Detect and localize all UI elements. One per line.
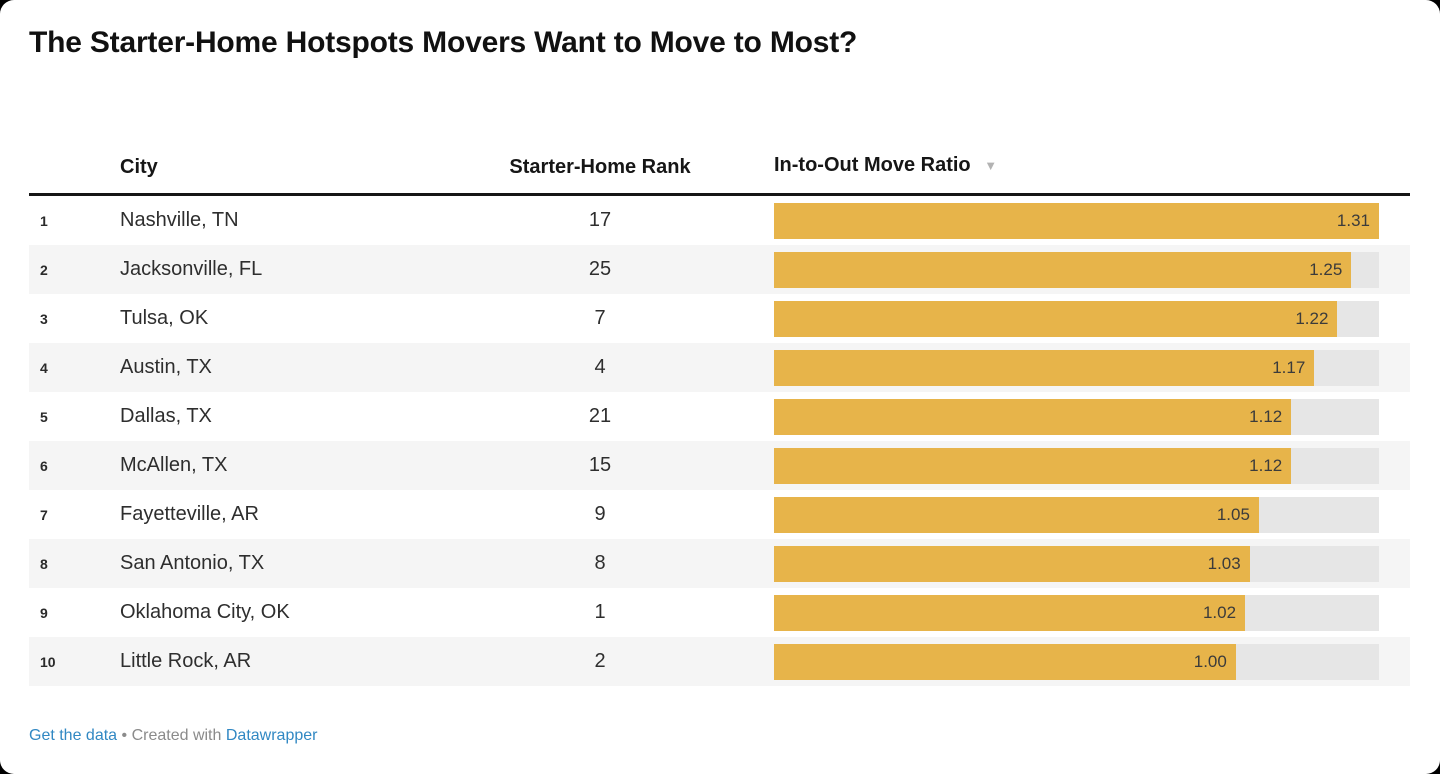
- table-row: 8 San Antonio, TX 8 1.03: [29, 539, 1410, 588]
- column-header-city[interactable]: City: [120, 156, 158, 178]
- table-body: 1 Nashville, TN 17 1.31 2 Jacksonville, …: [29, 196, 1410, 686]
- starter-home-rank-cell: 4: [594, 356, 606, 378]
- starter-home-rank-cell: 2: [594, 650, 606, 672]
- starter-home-rank-cell: 25: [588, 258, 612, 280]
- sort-descending-icon[interactable]: ▼: [984, 158, 998, 173]
- data-table: City Starter-Home Rank In-to-Out Move Ra…: [29, 62, 1410, 686]
- city-cell: Fayetteville, AR: [120, 503, 259, 525]
- column-header-starter-home-rank[interactable]: Starter-Home Rank: [450, 154, 750, 180]
- ratio-bar-cell: 1.17: [750, 349, 1410, 386]
- starter-home-rank-cell: 17: [588, 209, 612, 231]
- ratio-bar-cell: 1.02: [750, 594, 1410, 631]
- ratio-value-label: 1.00: [1193, 651, 1227, 671]
- created-with-text: Created with: [131, 727, 222, 744]
- city-cell: Oklahoma City, OK: [120, 601, 290, 623]
- row-rank-number: 7: [40, 506, 48, 523]
- starter-home-rank-cell: 7: [594, 307, 606, 329]
- ratio-bar: 1.25: [774, 251, 1352, 288]
- starter-home-rank-cell: 8: [594, 552, 606, 574]
- ratio-bar: 1.31: [774, 202, 1379, 239]
- row-rank-number: 3: [40, 310, 48, 327]
- starter-home-rank-cell: 21: [588, 405, 612, 427]
- ratio-bar-cell: 1.03: [750, 545, 1410, 582]
- ratio-value-label: 1.12: [1249, 406, 1283, 426]
- table-header-row: City Starter-Home Rank In-to-Out Move Ra…: [29, 62, 1410, 196]
- city-cell: Nashville, TN: [120, 209, 239, 231]
- move-ratio-label: In-to-Out Move Ratio: [774, 154, 971, 176]
- bar-track: 1.12: [774, 398, 1379, 435]
- city-cell: Tulsa, OK: [120, 307, 209, 329]
- bar-track: 1.05: [774, 496, 1379, 533]
- datawrapper-link[interactable]: Datawrapper: [225, 727, 318, 744]
- ratio-value-label: 1.12: [1249, 455, 1283, 475]
- row-rank-number: 10: [40, 653, 56, 670]
- bar-track: 1.31: [774, 202, 1379, 239]
- table-row: 10 Little Rock, AR 2 1.00: [29, 637, 1410, 686]
- bar-track: 1.25: [774, 251, 1379, 288]
- get-the-data-link[interactable]: Get the data: [29, 727, 118, 744]
- ratio-bar-cell: 1.22: [750, 300, 1410, 337]
- table-row: 4 Austin, TX 4 1.17: [29, 343, 1410, 392]
- starter-home-rank-cell: 9: [594, 503, 606, 525]
- bar-track: 1.22: [774, 300, 1379, 337]
- bar-track: 1.03: [774, 545, 1379, 582]
- table-row: 3 Tulsa, OK 7 1.22: [29, 294, 1410, 343]
- row-rank-number: 6: [40, 457, 48, 474]
- row-rank-number: 4: [40, 359, 48, 376]
- ratio-bar: 1.02: [774, 594, 1246, 631]
- ratio-bar: 1.05: [774, 496, 1259, 533]
- row-rank-number: 8: [40, 555, 48, 572]
- table-row: 5 Dallas, TX 21 1.12: [29, 392, 1410, 441]
- ratio-bar: 1.17: [774, 349, 1315, 386]
- column-header-move-ratio[interactable]: In-to-Out Move Ratio ▼: [750, 152, 1410, 180]
- starter-home-rank-label: Starter-Home Rank: [509, 156, 691, 178]
- ratio-value-label: 1.25: [1309, 259, 1343, 279]
- ratio-bar: 1.22: [774, 300, 1338, 337]
- starter-home-rank-cell: 1: [594, 601, 606, 623]
- table-row: 6 McAllen, TX 15 1.12: [29, 441, 1410, 490]
- row-rank-number: 1: [40, 212, 48, 229]
- ratio-value-label: 1.03: [1207, 553, 1241, 573]
- ratio-bar: 1.03: [774, 545, 1250, 582]
- row-rank-number: 2: [40, 261, 48, 278]
- table-row: 7 Fayetteville, AR 9 1.05: [29, 490, 1410, 539]
- ratio-value-label: 1.02: [1202, 602, 1237, 622]
- ratio-bar: 1.00: [774, 643, 1236, 680]
- ratio-bar-cell: 1.00: [750, 643, 1410, 680]
- bar-track: 1.02: [774, 594, 1379, 631]
- ratio-value-label: 1.05: [1216, 504, 1250, 524]
- ratio-bar-cell: 1.05: [750, 496, 1410, 533]
- city-cell: Jacksonville, FL: [120, 258, 263, 280]
- table-row: 9 Oklahoma City, OK 1 1.02: [29, 588, 1410, 637]
- ratio-value-label: 1.31: [1336, 210, 1370, 230]
- bar-track: 1.00: [774, 643, 1379, 680]
- starter-home-rank-cell: 15: [588, 454, 612, 476]
- row-rank-number: 5: [40, 408, 48, 425]
- page-title: The Starter-Home Hotspots Movers Want to…: [29, 26, 858, 59]
- city-cell: McAllen, TX: [120, 454, 228, 476]
- bar-track: 1.17: [774, 349, 1379, 386]
- bar-track: 1.12: [774, 447, 1379, 484]
- footer-separator: •: [121, 727, 128, 744]
- table-row: 2 Jacksonville, FL 25 1.25: [29, 245, 1410, 294]
- table-row: 1 Nashville, TN 17 1.31: [29, 196, 1410, 245]
- row-rank-number: 9: [40, 604, 48, 621]
- ratio-bar-cell: 1.12: [750, 398, 1410, 435]
- city-cell: Austin, TX: [120, 356, 212, 378]
- ratio-bar-cell: 1.12: [750, 447, 1410, 484]
- ratio-bar-cell: 1.31: [750, 202, 1410, 239]
- ratio-value-label: 1.17: [1272, 357, 1306, 377]
- ratio-bar-cell: 1.25: [750, 251, 1410, 288]
- city-cell: Dallas, TX: [120, 405, 212, 427]
- city-cell: San Antonio, TX: [120, 552, 265, 574]
- ratio-bar: 1.12: [774, 447, 1292, 484]
- chart-footer: Get the data • Created with Datawrapper: [29, 726, 1411, 746]
- city-cell: Little Rock, AR: [120, 650, 252, 672]
- ratio-bar: 1.12: [774, 398, 1292, 435]
- ratio-value-label: 1.22: [1295, 308, 1329, 328]
